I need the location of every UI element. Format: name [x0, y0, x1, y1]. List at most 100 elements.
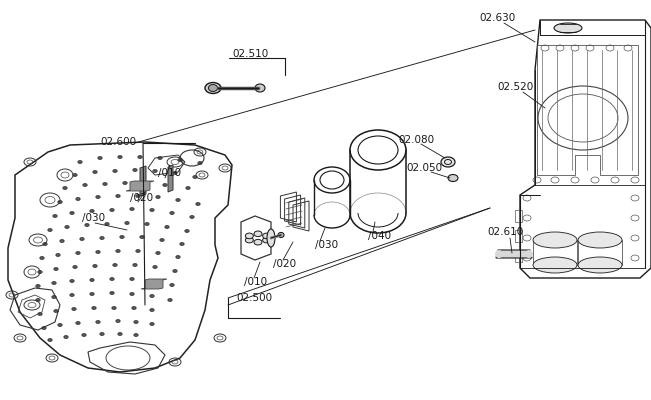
Ellipse shape	[205, 82, 221, 94]
Ellipse shape	[82, 334, 86, 336]
Ellipse shape	[52, 296, 56, 298]
Ellipse shape	[40, 256, 44, 260]
Ellipse shape	[156, 252, 160, 254]
Ellipse shape	[173, 172, 177, 174]
Ellipse shape	[93, 170, 97, 174]
Ellipse shape	[262, 233, 271, 239]
Ellipse shape	[58, 324, 62, 326]
Ellipse shape	[54, 310, 58, 312]
Ellipse shape	[185, 230, 189, 232]
Ellipse shape	[133, 264, 137, 266]
Ellipse shape	[525, 250, 533, 258]
Ellipse shape	[153, 170, 157, 172]
Ellipse shape	[52, 282, 56, 284]
Ellipse shape	[186, 186, 190, 190]
Ellipse shape	[96, 196, 100, 198]
Ellipse shape	[72, 308, 76, 310]
Ellipse shape	[130, 278, 134, 280]
Ellipse shape	[150, 322, 154, 326]
Text: /010: /010	[158, 168, 181, 178]
Ellipse shape	[100, 332, 104, 336]
Ellipse shape	[180, 242, 184, 246]
Ellipse shape	[60, 240, 64, 242]
Ellipse shape	[163, 184, 167, 186]
Text: 02.500: 02.500	[236, 293, 272, 303]
Text: /020: /020	[130, 193, 153, 203]
Ellipse shape	[441, 157, 455, 167]
Ellipse shape	[138, 156, 142, 158]
Ellipse shape	[116, 250, 120, 252]
Ellipse shape	[533, 232, 577, 248]
Ellipse shape	[92, 306, 96, 310]
Ellipse shape	[132, 306, 136, 310]
Ellipse shape	[103, 182, 107, 186]
Ellipse shape	[96, 250, 100, 254]
Ellipse shape	[70, 212, 74, 214]
Ellipse shape	[38, 270, 42, 274]
Ellipse shape	[208, 84, 217, 92]
Ellipse shape	[150, 208, 154, 212]
Ellipse shape	[36, 298, 40, 302]
Ellipse shape	[130, 208, 134, 210]
Ellipse shape	[98, 156, 102, 160]
Ellipse shape	[136, 194, 140, 198]
Ellipse shape	[48, 338, 52, 342]
Ellipse shape	[90, 278, 94, 282]
Ellipse shape	[36, 284, 40, 288]
Ellipse shape	[150, 280, 154, 282]
Ellipse shape	[267, 229, 275, 247]
Ellipse shape	[58, 200, 62, 204]
Ellipse shape	[56, 254, 60, 256]
Text: 02.510: 02.510	[232, 49, 268, 59]
Ellipse shape	[196, 202, 201, 206]
Ellipse shape	[113, 264, 117, 266]
Ellipse shape	[53, 214, 57, 218]
Ellipse shape	[178, 158, 182, 162]
Text: 02.630: 02.630	[479, 13, 515, 23]
Ellipse shape	[110, 278, 114, 280]
Polygon shape	[496, 250, 532, 258]
Ellipse shape	[173, 270, 177, 272]
Ellipse shape	[113, 170, 117, 172]
Ellipse shape	[262, 237, 271, 243]
Text: 02.050: 02.050	[406, 163, 442, 173]
Text: 02.080: 02.080	[398, 135, 434, 145]
Ellipse shape	[42, 326, 46, 330]
Ellipse shape	[136, 250, 140, 252]
Ellipse shape	[145, 222, 149, 226]
Ellipse shape	[80, 238, 84, 240]
Ellipse shape	[554, 23, 582, 33]
Ellipse shape	[118, 156, 122, 158]
Ellipse shape	[73, 174, 77, 176]
Text: /040: /040	[368, 231, 391, 241]
Ellipse shape	[118, 332, 122, 336]
Ellipse shape	[495, 250, 503, 258]
Ellipse shape	[116, 320, 120, 322]
Ellipse shape	[150, 308, 154, 312]
Ellipse shape	[78, 160, 82, 164]
Text: /030: /030	[315, 240, 338, 250]
Ellipse shape	[48, 228, 52, 232]
Text: 02.600: 02.600	[100, 137, 136, 147]
Ellipse shape	[120, 236, 124, 238]
Ellipse shape	[134, 334, 138, 336]
Text: 02.520: 02.520	[497, 82, 533, 92]
Ellipse shape	[190, 216, 194, 218]
Ellipse shape	[54, 268, 58, 270]
Ellipse shape	[255, 84, 265, 92]
Ellipse shape	[156, 196, 160, 198]
Ellipse shape	[533, 257, 577, 273]
Text: /020: /020	[273, 259, 296, 269]
Ellipse shape	[158, 156, 162, 160]
Ellipse shape	[245, 233, 253, 239]
Ellipse shape	[254, 231, 262, 237]
Polygon shape	[140, 166, 146, 196]
Ellipse shape	[110, 208, 114, 212]
Ellipse shape	[100, 236, 104, 240]
Polygon shape	[126, 181, 154, 191]
Ellipse shape	[170, 284, 174, 286]
Ellipse shape	[133, 168, 137, 172]
Ellipse shape	[130, 292, 134, 296]
Ellipse shape	[70, 280, 74, 282]
Polygon shape	[141, 279, 167, 289]
